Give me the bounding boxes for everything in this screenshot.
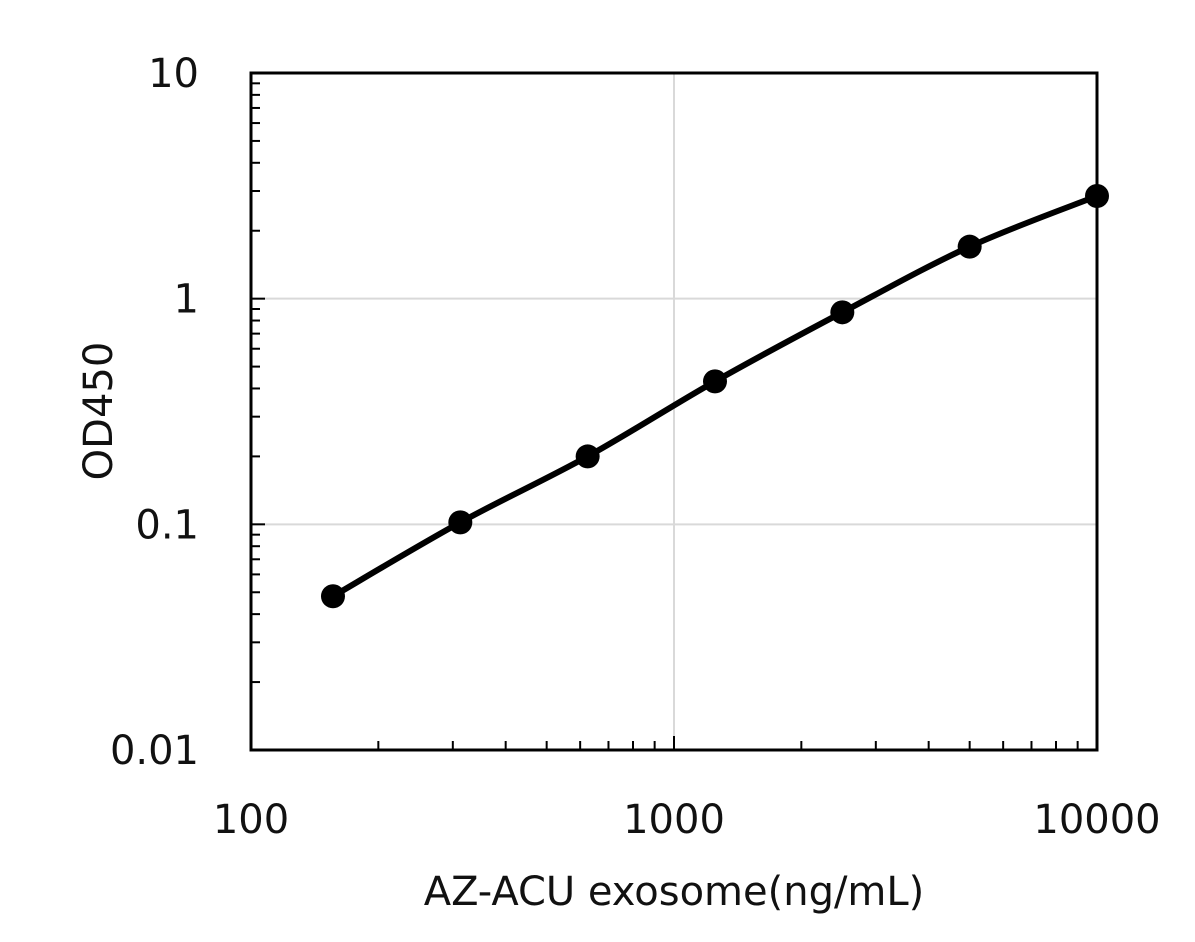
y-axis-title: OD450 <box>76 342 122 481</box>
data-point <box>448 510 473 535</box>
x-tick-label: 1000 <box>623 797 725 843</box>
data-point <box>1085 184 1109 209</box>
series-line <box>329 193 1100 600</box>
data-point <box>320 584 345 609</box>
x-axis-title: AZ-ACU exosome(ng/mL) <box>424 869 925 915</box>
x-tick-labels: 100 1000 10000 <box>213 797 1161 843</box>
data-point <box>702 369 727 394</box>
y-tick-labels: 0.01 0.1 1 10 <box>110 51 199 774</box>
series-layer <box>320 184 1109 609</box>
x-tick-label: 100 <box>213 797 289 843</box>
data-point <box>575 444 600 469</box>
y-tick-label: 10 <box>148 51 199 97</box>
grid-lines <box>251 73 1097 750</box>
y-tick-label: 0.1 <box>135 502 199 548</box>
plot-frame <box>249 71 1099 752</box>
data-point <box>957 234 982 259</box>
y-tick-label: 0.01 <box>110 728 199 774</box>
x-tick-label: 10000 <box>1033 797 1160 843</box>
data-point <box>830 300 855 325</box>
y-tick-label: 1 <box>174 277 199 323</box>
